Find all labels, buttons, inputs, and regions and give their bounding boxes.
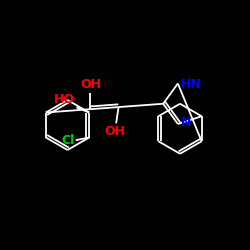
Text: Cl: Cl <box>61 134 74 147</box>
Text: HO: HO <box>54 93 75 106</box>
Text: HN: HN <box>181 78 202 91</box>
Text: N: N <box>181 116 191 129</box>
Text: OH: OH <box>80 78 101 91</box>
Text: OH: OH <box>104 125 125 138</box>
